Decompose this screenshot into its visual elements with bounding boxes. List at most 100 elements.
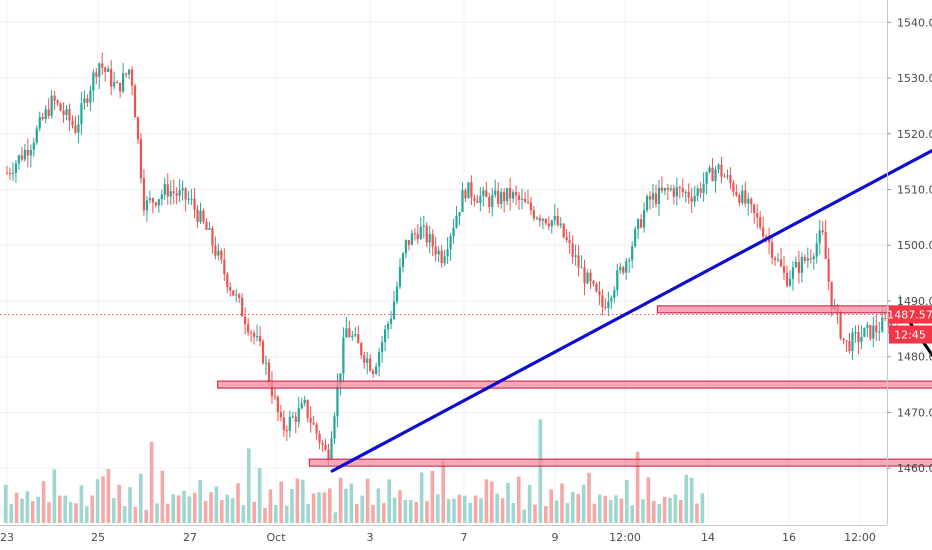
candle-body bbox=[327, 449, 330, 460]
volume-bar bbox=[230, 498, 235, 523]
volume-bar bbox=[209, 492, 213, 523]
candle-body bbox=[422, 225, 425, 227]
candle-body bbox=[321, 442, 324, 445]
x-tick-label: 9 bbox=[552, 531, 559, 544]
volume-bar bbox=[117, 484, 121, 523]
x-tick-label: 14 bbox=[701, 531, 715, 544]
support-zone bbox=[308, 458, 932, 467]
volume-bar bbox=[328, 488, 332, 523]
candle-body bbox=[684, 191, 687, 193]
candle-body bbox=[223, 259, 226, 275]
volume-bar bbox=[495, 493, 499, 523]
candle-body bbox=[511, 192, 515, 199]
candle-body bbox=[59, 103, 62, 111]
candle-body bbox=[369, 358, 372, 371]
trendline bbox=[330, 148, 932, 473]
volume-bar bbox=[236, 483, 240, 523]
price-badge-value: 1487.57 bbox=[887, 309, 932, 322]
volume-bar bbox=[344, 488, 348, 523]
y-tick-label: 1470.00 bbox=[897, 406, 932, 419]
candle-body bbox=[107, 68, 110, 72]
candle-body bbox=[89, 90, 92, 103]
candle-body bbox=[193, 198, 196, 210]
candle-body bbox=[383, 329, 387, 343]
candle-body bbox=[333, 416, 336, 439]
candle-body bbox=[580, 267, 583, 269]
candle-body bbox=[127, 69, 131, 75]
candle-body bbox=[110, 68, 113, 87]
candle-body bbox=[318, 433, 321, 443]
candle-body bbox=[381, 342, 384, 353]
candle-body bbox=[136, 117, 140, 139]
candle-body bbox=[247, 324, 250, 333]
volume-bar bbox=[155, 503, 159, 523]
volume-bar bbox=[571, 491, 575, 523]
candle-body bbox=[446, 249, 449, 257]
candle-body bbox=[83, 98, 86, 104]
candle-body bbox=[113, 82, 116, 87]
candle-body bbox=[62, 110, 65, 115]
candle-body bbox=[863, 327, 866, 337]
candle-body bbox=[470, 182, 473, 198]
candle-body bbox=[517, 195, 521, 201]
candle-body bbox=[449, 236, 452, 250]
volume-bar bbox=[203, 500, 208, 523]
candle-body bbox=[693, 195, 696, 202]
volume-bar bbox=[290, 488, 294, 523]
candle-body bbox=[345, 328, 348, 338]
candle-body bbox=[809, 258, 812, 260]
candle-body bbox=[428, 234, 431, 243]
volume-bar bbox=[139, 473, 143, 523]
volume-bar bbox=[554, 500, 559, 523]
volume-bar bbox=[68, 502, 73, 523]
y-tick-label: 1540.00 bbox=[897, 16, 932, 29]
candle-body bbox=[32, 142, 35, 150]
candle-body bbox=[315, 424, 318, 434]
candle-body bbox=[229, 287, 232, 291]
candle-body bbox=[56, 100, 59, 104]
candle-body bbox=[625, 261, 628, 273]
volume-bar bbox=[133, 506, 138, 523]
volume-bar bbox=[468, 502, 472, 523]
candle-body bbox=[538, 217, 541, 221]
candle-body bbox=[791, 267, 795, 279]
volume-bar bbox=[112, 498, 116, 523]
candle-body bbox=[133, 85, 137, 118]
candle-body bbox=[437, 250, 440, 255]
volume-bar bbox=[338, 477, 343, 523]
candle-body bbox=[455, 216, 458, 228]
x-tick-label: Oct bbox=[266, 531, 286, 544]
candle-body bbox=[547, 223, 550, 227]
candle-body bbox=[297, 408, 300, 422]
volume-bar bbox=[484, 479, 489, 523]
candle-body bbox=[71, 120, 74, 126]
volume-bar bbox=[506, 482, 510, 523]
volume-bar bbox=[581, 484, 586, 523]
volume-bar bbox=[689, 477, 694, 523]
volume-bar bbox=[538, 419, 543, 523]
y-tick-label: 1500.00 bbox=[897, 239, 932, 252]
candle-body bbox=[386, 323, 390, 330]
candle-body bbox=[26, 149, 29, 156]
candle-body bbox=[875, 325, 878, 332]
candle-body bbox=[267, 362, 271, 383]
volume-bar bbox=[176, 495, 181, 523]
volume-bar bbox=[517, 476, 521, 523]
volume-bar bbox=[452, 498, 456, 523]
candle-body bbox=[541, 219, 544, 221]
candle-body bbox=[172, 191, 175, 194]
volume-bar bbox=[457, 494, 462, 523]
volume-bar bbox=[425, 501, 429, 523]
volume-bar bbox=[479, 497, 483, 523]
candle-body bbox=[312, 422, 315, 425]
candle-body bbox=[702, 183, 705, 193]
candle-body bbox=[145, 200, 149, 211]
volume-bar bbox=[198, 480, 202, 523]
x-tick-label: 7 bbox=[461, 531, 468, 544]
volume-bar bbox=[241, 505, 246, 523]
volume-bar bbox=[614, 495, 618, 523]
candle-body bbox=[163, 184, 166, 195]
candle-body bbox=[452, 227, 455, 237]
